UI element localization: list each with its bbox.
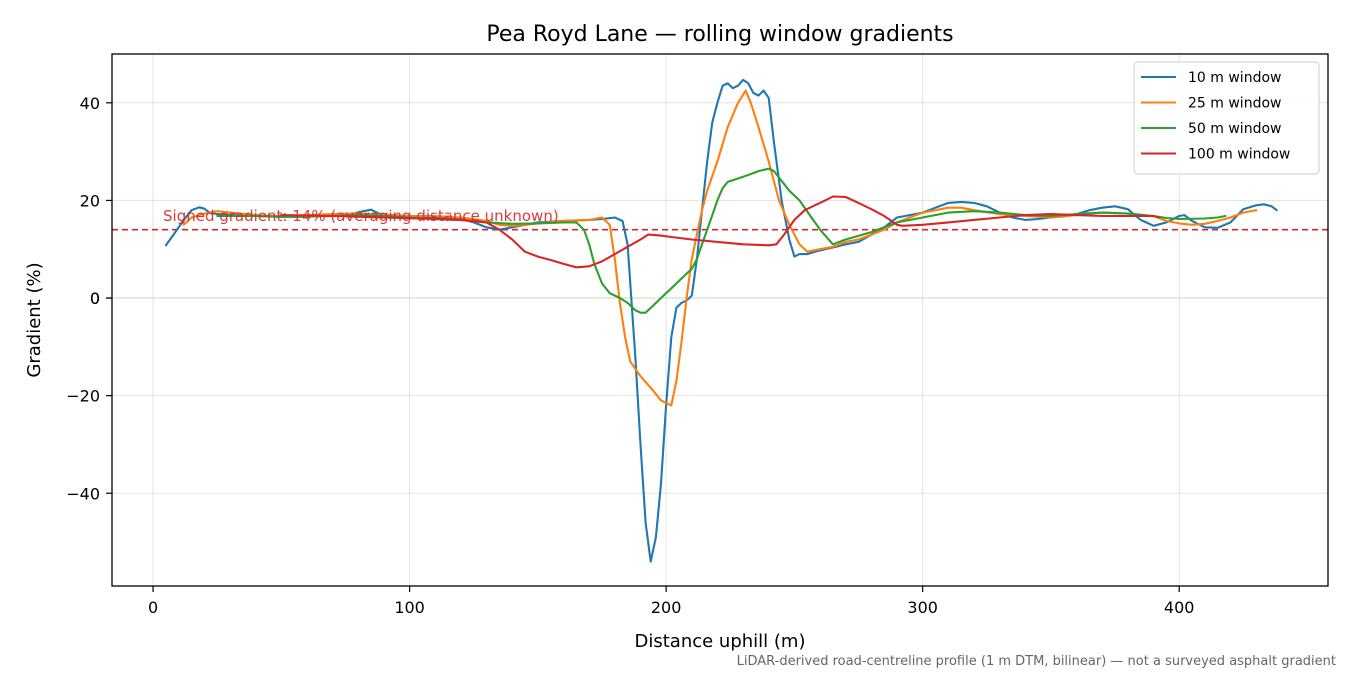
x-tick-label: 300 [907,598,938,617]
x-tick-label: 400 [1164,598,1195,617]
legend: 10 m window 25 m window 50 m window 100 m w… [1133,61,1320,175]
series-line-3 [216,167,1227,314]
y-tick-label: −20 [66,387,100,406]
y-tick-label: 20 [80,191,100,210]
legend-box [1133,61,1320,175]
plot-frame [111,53,1329,587]
legend-label: 25 m window [1188,96,1281,112]
legend-label: 50 m window [1188,121,1281,137]
footnote: LiDAR-derived road-centreline profile (1… [737,654,1336,669]
x-axis-label: Distance uphill (m) [635,631,806,652]
reference-line-annotation: Signed gradient: 14% (averaging distance… [163,207,559,225]
x-tick-label: 200 [651,598,682,617]
y-tick-label: 40 [80,94,100,113]
y-axis-label: Gradient (%) [24,262,45,377]
series-line-2 [182,89,1258,407]
legend-label: 100 m window [1188,147,1290,163]
series-group [164,78,1278,563]
y-tick-label: −40 [66,484,100,503]
chart-title: Pea Royd Lane — rolling window gradients [486,22,953,47]
series-line-4 [280,195,1160,269]
legend-label: 10 m window [1188,70,1281,86]
y-tick-label: 0 [90,289,100,308]
y-tick-label: 0 [90,289,100,308]
grid [112,54,1328,586]
series-line-1 [164,78,1278,563]
x-tick-label: 100 [394,598,425,617]
x-tick-label: 0 [148,598,158,617]
